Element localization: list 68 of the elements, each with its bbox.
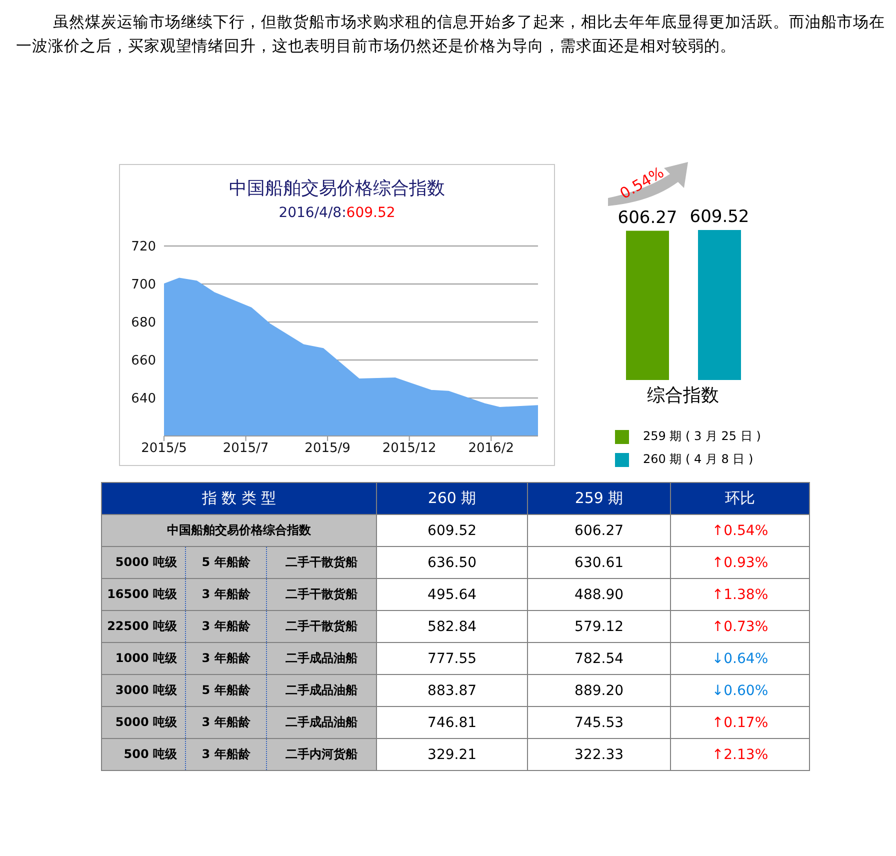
text: 5000 吨级 — [115, 555, 177, 569]
text: 5000 吨级 — [115, 715, 177, 729]
text: 777.55 — [428, 650, 477, 666]
text: 二手成品油船 — [286, 715, 358, 729]
data-label: 606.27 — [618, 208, 678, 228]
text: ↑0.54% — [712, 522, 768, 538]
text: 488.90 — [574, 586, 624, 602]
data-label: 609.52 — [690, 207, 750, 227]
y-tick-label: 700 — [131, 278, 156, 293]
text: 883.87 — [428, 682, 477, 698]
text: 5 年船龄 — [202, 555, 250, 569]
text: 中国船舶交易价格综合指数 — [167, 523, 312, 537]
text: 782.54 — [574, 650, 624, 666]
text: ↑0.17% — [712, 714, 768, 730]
text: 746.81 — [428, 714, 477, 730]
text: ↓0.64% — [712, 650, 768, 666]
text: 22500 吨级 — [107, 619, 177, 633]
text: 1000 吨级 — [115, 651, 177, 665]
text: 609.52 — [428, 522, 477, 538]
text: 329.21 — [428, 746, 477, 762]
x-tick-label: 2016/2 — [468, 441, 514, 456]
text: 495.64 — [428, 586, 477, 602]
text: 3 年船龄 — [202, 715, 250, 729]
category-label: 259 期 — [574, 489, 624, 507]
legend-label: 260 期 ( 4 月 8 日 ) — [643, 451, 754, 468]
legend-label: 259 期 ( 3 月 25 日 ) — [643, 428, 761, 445]
y-tick-label: 680 — [131, 316, 156, 331]
chart-title: 中国船舶交易价格综合指数 — [229, 178, 445, 199]
text: ↓0.60% — [712, 682, 768, 698]
y-tick-label: 640 — [131, 392, 156, 407]
text: 606.27 — [574, 522, 624, 538]
text: ↑0.93% — [712, 554, 768, 570]
text: 3 年船龄 — [202, 619, 250, 633]
x-tick-label: 2015/5 — [141, 441, 187, 456]
text: 二手干散货船 — [286, 587, 358, 601]
text: 虽然煤炭运输市场继续下行，但散货船市场求购求租的信息开始多了起来，相比去年年底显得更加活跃。而油船市场在一波涨价之后，买家观望情绪回升，这也表明目前市场仍然还是价格为导向，需求面还是相对较弱的。 — [16, 12, 885, 55]
text: 二手内河货船 — [286, 747, 358, 761]
category-label: 指 数 类 型 — [202, 489, 276, 507]
text: 二手成品油船 — [286, 651, 358, 665]
text: ↑2.13% — [712, 746, 768, 762]
text: 16500 吨级 — [107, 587, 177, 601]
text: 二手干散货船 — [286, 619, 358, 633]
text: 579.12 — [574, 618, 624, 634]
category-label: 260 期 — [428, 489, 476, 507]
text: ↑0.73% — [712, 618, 768, 634]
text: 745.53 — [574, 714, 624, 730]
y-tick-label: 720 — [131, 240, 156, 255]
x-tick-label: 2015/12 — [382, 441, 436, 456]
text: ↑1.38% — [712, 586, 768, 602]
text: 5 年船龄 — [202, 683, 250, 697]
text: 二手成品油船 — [286, 683, 358, 697]
text: 889.20 — [574, 682, 624, 698]
text: 3 年船龄 — [202, 651, 250, 665]
text: 3000 吨级 — [115, 683, 177, 697]
text: 二手干散货船 — [286, 555, 358, 569]
chart-subtitle: 2016/4/8:609.52 — [278, 205, 396, 221]
text: 582.84 — [428, 618, 477, 634]
y-tick-label: 660 — [131, 354, 156, 369]
text: 3 年船龄 — [202, 587, 250, 601]
x-tick-label: 综合指数 — [647, 384, 719, 406]
x-tick-label: 2015/9 — [304, 441, 350, 456]
text: 322.33 — [574, 746, 624, 762]
text: 630.61 — [574, 554, 624, 570]
category-label: 环比 — [725, 489, 756, 507]
x-tick-label: 2015/7 — [222, 441, 269, 456]
text: 636.50 — [428, 554, 477, 570]
text: 500 吨级 — [124, 747, 177, 761]
text: 3 年船龄 — [202, 747, 250, 761]
